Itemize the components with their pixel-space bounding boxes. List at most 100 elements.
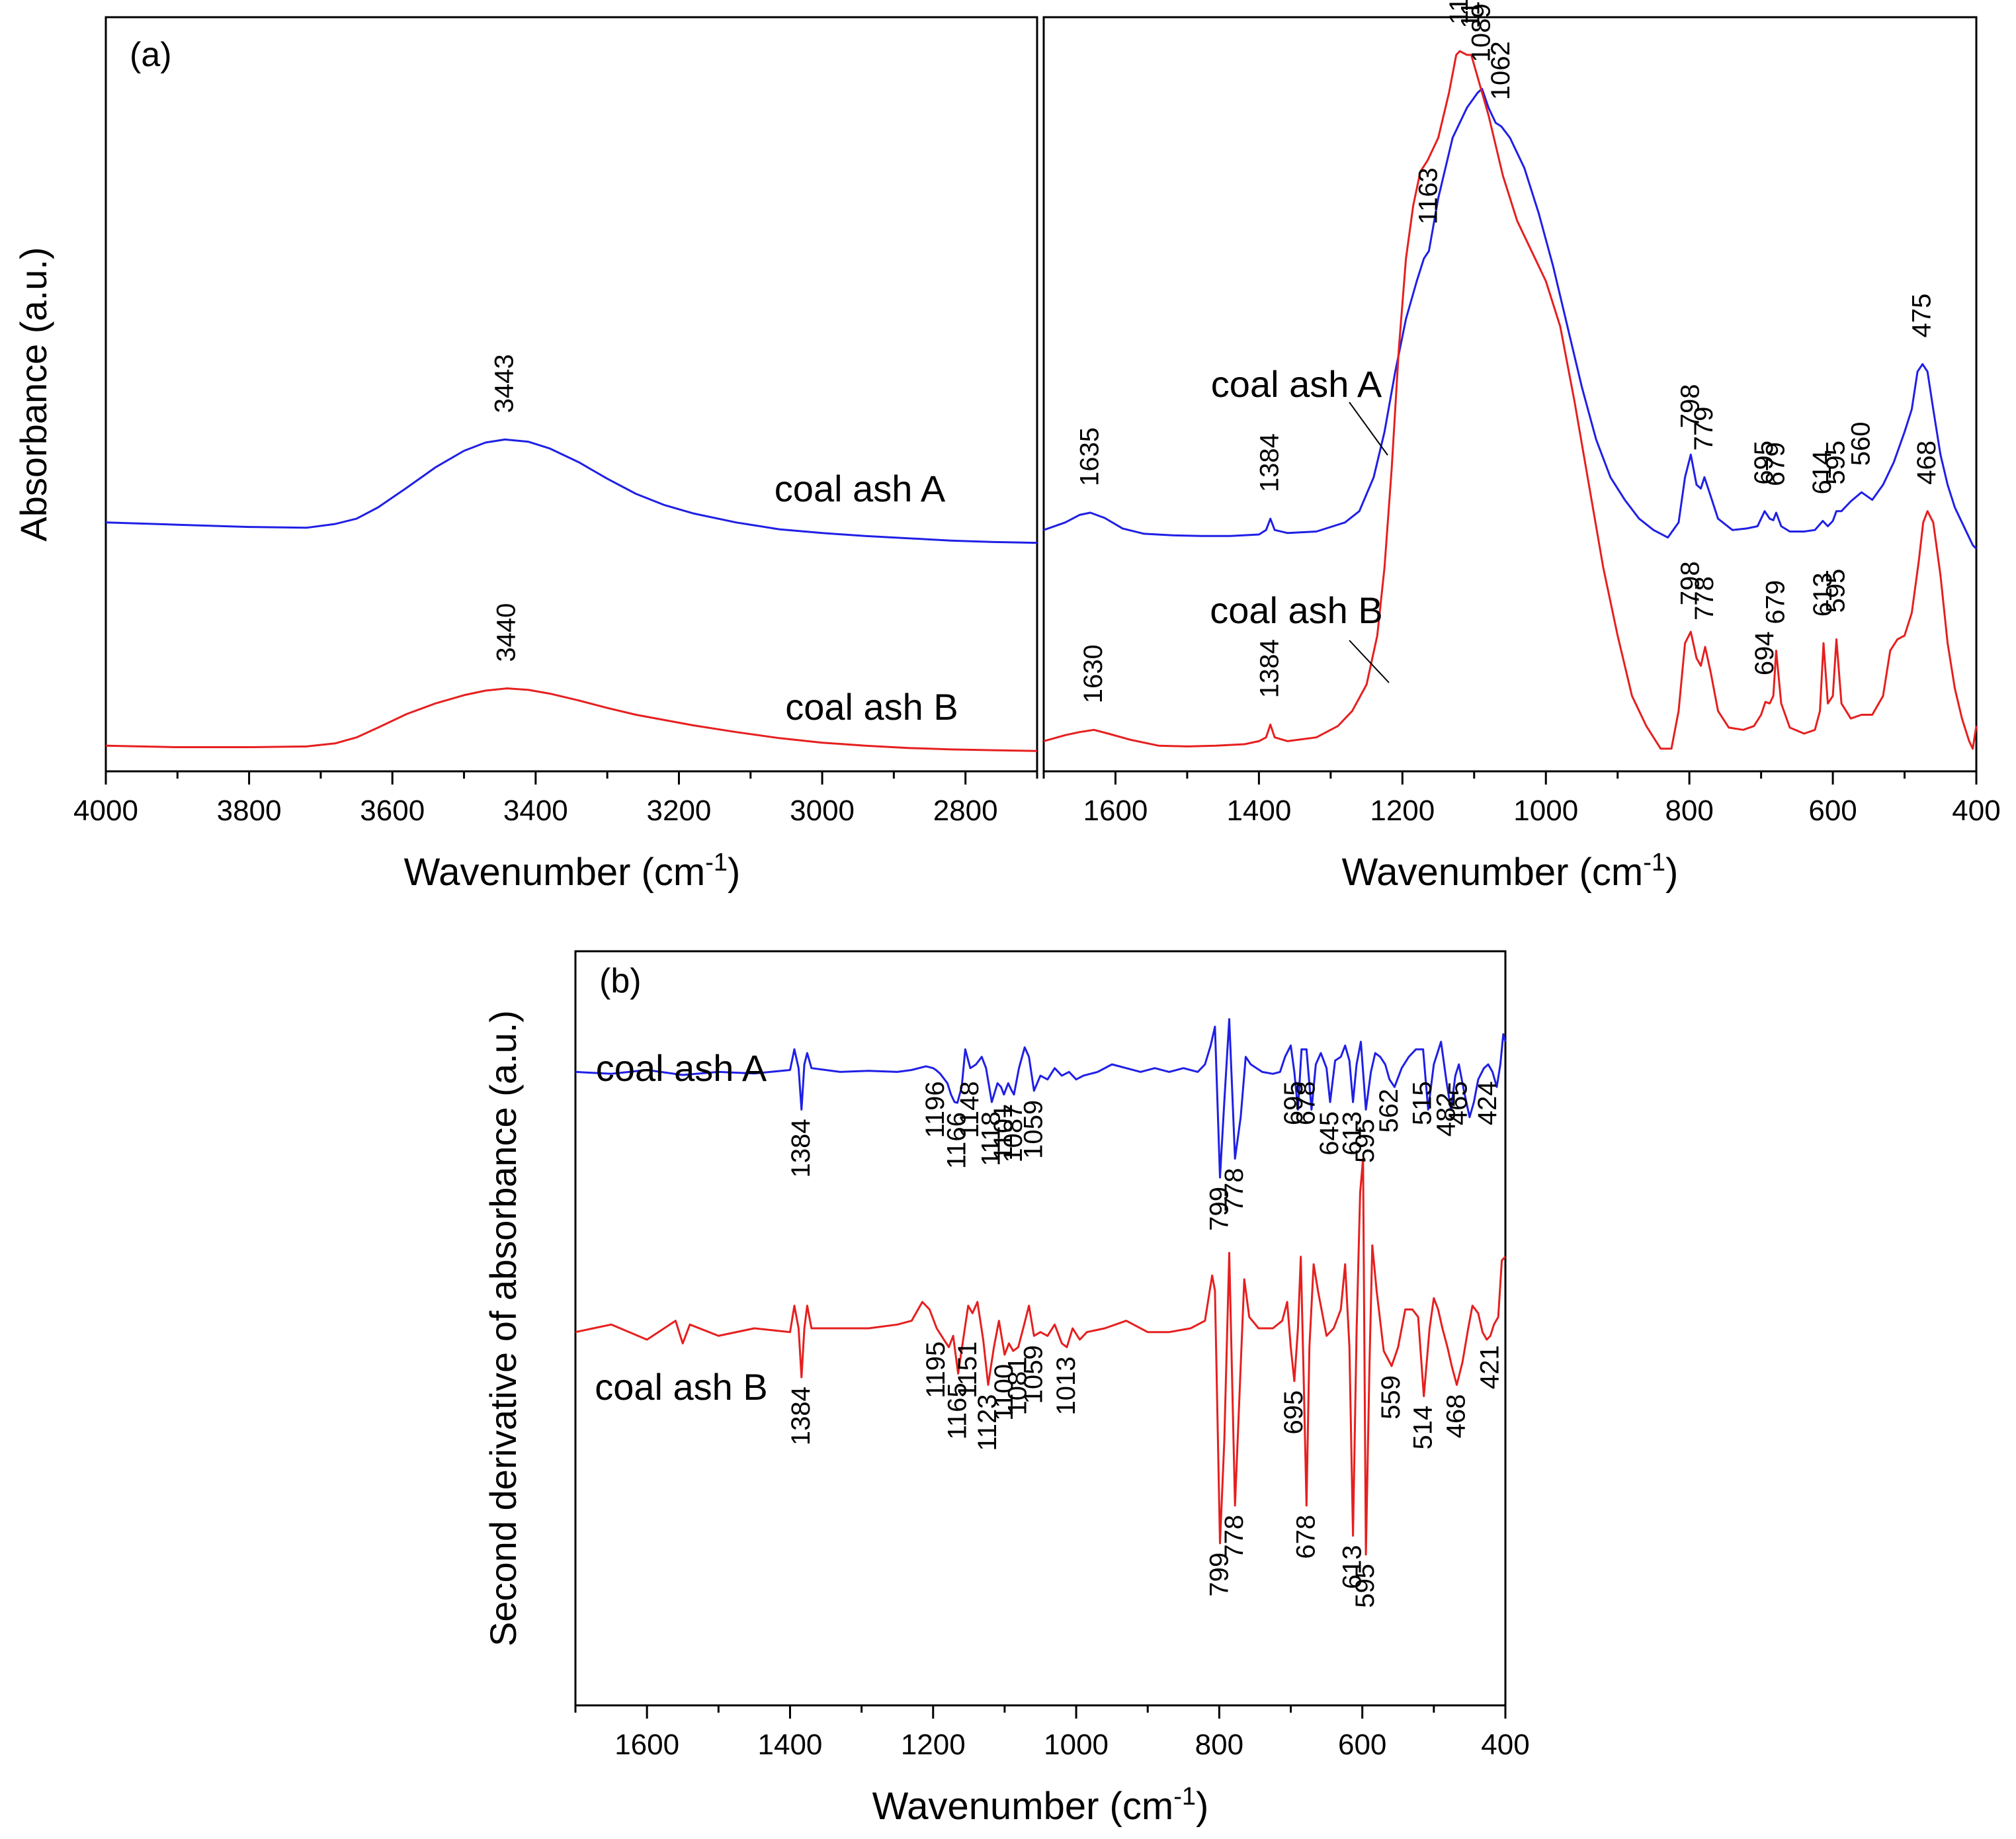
x-tick-label: 400 [1952, 794, 2000, 827]
peak-label: 424 [1473, 1081, 1502, 1125]
panel-b-legend-coal-ash-a: coal ash A [596, 1047, 767, 1089]
panel-b-x-axis-title: Wavenumber (cm-1) [872, 1783, 1209, 1828]
series-line-coal-ash-a [575, 1018, 1507, 1179]
peak-label: 514 [1409, 1406, 1438, 1450]
panel-a-right-legend-coal-ash-b: coal ash B [1210, 589, 1383, 631]
x-tick-label: 3400 [503, 794, 568, 827]
peak-label: 468 [1912, 441, 1941, 485]
peak-label: 798 [1675, 384, 1704, 428]
peak-label: 778 [1690, 576, 1719, 620]
x-tick-label: 800 [1195, 1729, 1243, 1761]
peak-label: 1120 [1445, 0, 1474, 24]
x-tick-label: 1400 [1226, 794, 1291, 827]
peak-label: 1059 [1019, 1345, 1048, 1404]
peak-label: 645 [1315, 1111, 1344, 1156]
peak-label: 562 [1374, 1089, 1404, 1133]
peak-label: 559 [1376, 1375, 1406, 1420]
panel-a-label: (a) [130, 36, 172, 74]
panel-a-right-legend-coal-ash-a: coal ash A [1211, 363, 1382, 405]
x-tick-label: 1000 [1513, 794, 1578, 827]
peak-label: 1123 [973, 1394, 1002, 1451]
x-tick-label: 1600 [614, 1729, 679, 1761]
peak-label: 695 [1279, 1081, 1308, 1125]
x-tick-label: 3600 [360, 794, 425, 827]
peak-label: 1100 [989, 1364, 1019, 1421]
peak-label: 515 [1408, 1081, 1437, 1125]
peak-label: 3440 [492, 603, 521, 662]
panel-a-y-axis-title: Absorbance (a.u.) [13, 247, 54, 541]
panel-a-right-leader-a [1349, 402, 1388, 456]
x-tick-label: 800 [1665, 794, 1713, 827]
peak-label: 3443 [489, 354, 519, 413]
peak-label: 1384 [786, 1119, 816, 1177]
peak-label: 595 [1822, 569, 1851, 613]
panel-a-right-x-axis-title: Wavenumber (cm-1) [1342, 849, 1679, 894]
panel-a-right-plot: Wavenumber (cm-1) 1600 1400 1200 1000 800 600… [1042, 0, 2001, 894]
panel-b-y-axis-title: Second derivative of absorbance (a.u.) [482, 1010, 524, 1647]
x-tick-label: 1600 [1083, 794, 1148, 827]
peak-label: 1081 [1003, 1357, 1032, 1416]
x-tick-label: 600 [1338, 1729, 1386, 1761]
peak-label: 1630 [1079, 644, 1108, 703]
series-line-coal-ash-a [1043, 87, 1978, 550]
peak-label: 595 [1822, 441, 1851, 485]
peak-label: 613 [1338, 1545, 1367, 1590]
x-tick-label: 3200 [647, 794, 712, 827]
peak-label: 695 [1749, 441, 1779, 485]
panel-b-plot: (b) Second derivative of absorbance (a.u… [482, 950, 1530, 1828]
panel-a-right-frame [1042, 16, 1978, 773]
series-line-coal-ash-b [105, 687, 1038, 752]
panel-b-x-ticks: 1600 1400 1200 1000 800 600 400 [574, 1705, 1530, 1761]
series-line-coal-ash-b [575, 1158, 1507, 1556]
peak-label: 482 [1431, 1093, 1460, 1137]
peak-label: 1635 [1075, 427, 1105, 486]
peak-label: 798 [1675, 561, 1704, 605]
peak-label: 799 [1205, 1187, 1234, 1231]
panel-a-right-x-ticks: 1600 1400 1200 1000 800 600 400 [1042, 771, 2001, 827]
peak-label: 595 [1351, 1564, 1380, 1608]
peak-label: 468 [1442, 1394, 1471, 1439]
peak-label: 1101 [989, 1104, 1018, 1161]
panel-a-left-x-ticks: 4000 3800 3600 3400 3200 3000 2800 [73, 771, 1038, 827]
x-tick-label: 3000 [790, 794, 855, 827]
peak-label: 1059 [1019, 1100, 1048, 1159]
peak-label: 1062 [1486, 41, 1515, 100]
peak-label: 560 [1847, 421, 1876, 466]
peak-label: 1163 [1413, 167, 1443, 224]
panel-a-left-plot: (a) Absorbance (a.u.) Wavenumber (cm-1) … [13, 16, 1038, 894]
peak-label: 613 [1808, 572, 1837, 617]
peak-label: 1384 [1255, 639, 1284, 698]
peak-label: 1089 [1467, 3, 1496, 62]
panel-a-left-x-axis-title: Wavenumber (cm-1) [404, 849, 741, 894]
peak-label: 778 [1220, 1168, 1249, 1213]
peak-label: 694 [1750, 631, 1779, 675]
panel-b-series [575, 1018, 1507, 1556]
peak-label: 1104 [1456, 0, 1485, 28]
peak-label: 799 [1205, 1553, 1234, 1597]
x-tick-label: 1400 [758, 1729, 823, 1761]
peak-label: 475 [1908, 294, 1937, 338]
peak-label: 1384 [786, 1387, 816, 1445]
peak-label: 1013 [1052, 1357, 1081, 1416]
peak-label: 614 [1808, 450, 1837, 495]
panel-a-left-legend-coal-ash-a: coal ash A [775, 468, 946, 509]
peak-label: 465 [1444, 1081, 1473, 1125]
panel-a-right-leader-b [1349, 640, 1390, 683]
x-tick-label: 3800 [217, 794, 282, 827]
x-tick-label: 1200 [1370, 794, 1435, 827]
panel-a-left-legend-coal-ash-b: coal ash B [785, 686, 958, 728]
x-tick-label: 1200 [901, 1729, 966, 1761]
panel-b-frame [574, 950, 1507, 1707]
peak-label: 1151 [953, 1342, 982, 1398]
peak-label: 1166 [943, 1112, 972, 1169]
peak-label: 1087 [999, 1104, 1028, 1163]
x-tick-label: 400 [1481, 1729, 1529, 1761]
panel-a-left-frame [105, 16, 1038, 773]
panel-a-right-series [1043, 50, 1978, 750]
peak-label: 613 [1338, 1111, 1367, 1156]
peak-label: 1148 [955, 1081, 984, 1138]
x-tick-label: 1000 [1044, 1729, 1109, 1761]
peak-label: 1196 [921, 1081, 950, 1138]
